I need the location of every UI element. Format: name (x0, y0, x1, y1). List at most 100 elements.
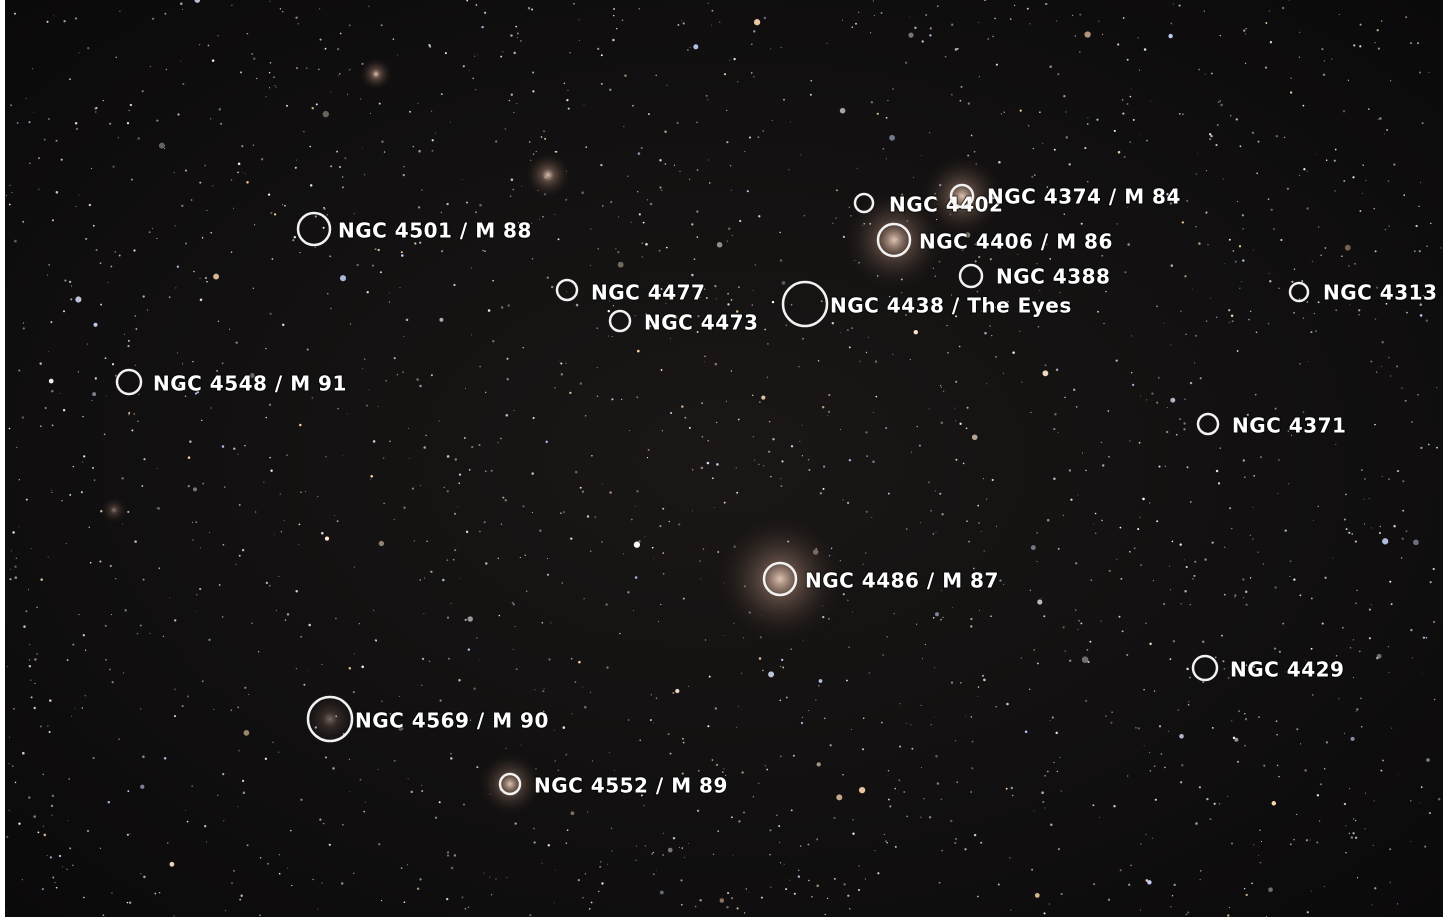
star (1222, 660, 1224, 662)
star (317, 909, 318, 910)
star (1204, 11, 1205, 12)
star (1056, 369, 1059, 372)
star (798, 366, 799, 367)
star (471, 334, 472, 335)
star (475, 211, 477, 213)
star (697, 169, 699, 171)
star (6, 195, 7, 196)
star (463, 804, 465, 806)
star (1053, 428, 1055, 430)
star (140, 624, 142, 626)
star (206, 210, 207, 211)
star (270, 313, 272, 315)
star (828, 411, 830, 413)
star (1310, 331, 1312, 333)
star (634, 542, 640, 548)
star (182, 9, 183, 10)
star (61, 159, 63, 161)
star (147, 310, 148, 311)
star (1278, 459, 1279, 460)
star (1140, 395, 1141, 396)
star (1276, 720, 1278, 722)
star (716, 422, 717, 423)
star (175, 287, 176, 288)
star (849, 346, 851, 348)
star (135, 328, 137, 330)
star (195, 521, 197, 523)
star (1179, 113, 1181, 115)
star (265, 348, 266, 349)
star (1062, 626, 1064, 628)
star (1375, 250, 1377, 252)
star (579, 19, 580, 20)
star (1006, 703, 1009, 706)
star (726, 110, 727, 111)
star (327, 214, 328, 215)
star (748, 892, 749, 893)
star (990, 615, 992, 617)
star (1075, 35, 1076, 36)
star (100, 304, 102, 306)
star (1042, 801, 1044, 803)
star (1129, 141, 1131, 143)
star (109, 123, 111, 125)
star (1420, 314, 1423, 317)
star (1200, 879, 1201, 880)
star (1357, 877, 1358, 878)
star (852, 612, 853, 613)
star (1314, 313, 1315, 314)
star (1101, 255, 1103, 257)
star (26, 499, 28, 501)
star (385, 380, 387, 382)
star (843, 499, 844, 500)
star (1047, 771, 1049, 773)
star (709, 676, 711, 678)
star (407, 864, 408, 865)
star (1229, 322, 1230, 323)
star (353, 691, 355, 693)
star (1397, 470, 1399, 472)
star (1004, 112, 1005, 113)
star (325, 537, 329, 541)
star (935, 490, 936, 491)
star (442, 579, 445, 582)
star (266, 582, 268, 584)
star (599, 866, 601, 868)
star (639, 8, 640, 9)
star (715, 707, 717, 709)
star (425, 435, 426, 436)
star (185, 243, 187, 245)
star (589, 908, 591, 910)
star (342, 455, 343, 456)
star (1263, 563, 1264, 564)
star (929, 132, 930, 133)
star (360, 99, 361, 100)
star (955, 420, 956, 421)
star (1374, 424, 1375, 425)
star (1307, 171, 1308, 172)
star (1420, 802, 1421, 803)
star (720, 898, 724, 902)
star (1118, 151, 1121, 154)
star (1228, 309, 1230, 311)
star (1061, 790, 1062, 791)
star (1388, 478, 1390, 480)
star (1371, 604, 1372, 605)
star (52, 795, 54, 797)
star (1356, 711, 1357, 712)
star (22, 752, 25, 755)
star (319, 8, 320, 9)
star (1045, 3, 1047, 5)
star (986, 499, 987, 500)
star (1140, 843, 1141, 844)
star (1087, 181, 1088, 182)
star (1260, 862, 1262, 864)
star (668, 733, 670, 735)
star (335, 618, 337, 620)
star (182, 705, 184, 707)
star (421, 785, 422, 786)
star (529, 914, 531, 916)
star (638, 540, 640, 542)
star (513, 52, 516, 55)
star (1253, 844, 1254, 845)
